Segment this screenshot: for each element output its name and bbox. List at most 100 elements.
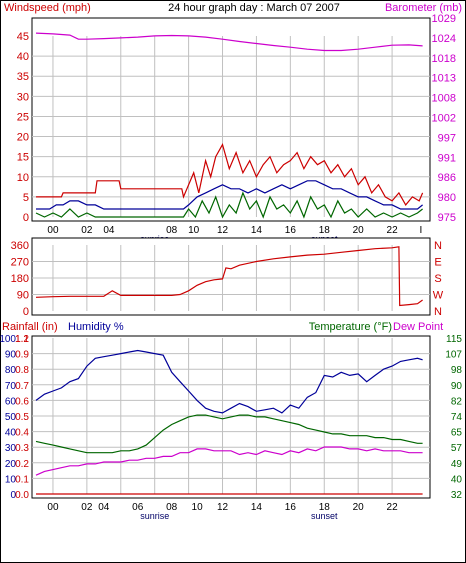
x-tick-label: 14 [251,225,263,236]
humidity-axis-label: Humidity % [68,321,124,333]
baro-tick-label: 986 [438,172,456,184]
humidity-tick-label: 90 [5,350,17,361]
rain-tick-label: 0.6 [15,396,29,407]
wind-tick-label: 30 [17,91,29,103]
dewpoint-line [35,446,423,476]
temp-tick-label: 82 [451,396,463,407]
baro-tick-label: 1018 [432,53,456,65]
x-tick-label: 06 [132,502,144,513]
temp-tick-label: 32 [451,490,463,501]
rain-tick-label: 1.2 [15,334,29,345]
x-tick-label: 10 [192,502,204,513]
humidity-tick-label: 100 [0,334,16,345]
rain-tick-label: 0.0 [15,490,29,501]
panel-1: 0510152025303540459759809869919971002100… [17,13,456,244]
barometer-line [35,32,423,52]
sunset-label: sunset [311,511,338,521]
dewpoint-axis-label: Dew Point [393,321,443,333]
compass-label: E [434,257,441,269]
compass-label: N [434,306,442,318]
direction-tick-label: 0 [23,306,29,318]
temp-tick-label: 40 [451,474,463,485]
temp-tick-label: 98 [451,365,463,376]
sunrise-label: sunrise [140,511,169,521]
wind-tick-label: 35 [17,71,29,83]
rain-tick-label: 0.5 [15,412,29,423]
temperature-axis-label: Temperature (°F) [309,321,392,333]
humidity-tick-label: 70 [5,381,17,392]
baro-tick-label: 997 [438,132,456,144]
x-tick-label: 00 [47,502,59,513]
compass-label: W [433,290,444,302]
x-tick-label: 18 [319,502,331,513]
wind-tick-label: 20 [17,132,29,144]
baro-tick-label: 991 [438,152,456,164]
humidity-tick-label: 50 [5,412,17,423]
x-tick-label: 20 [353,225,365,236]
chart-title: 24 hour graph day : March 07 2007 [168,2,340,14]
average-line [36,180,423,210]
direction-tick-label: 270 [11,257,29,269]
x-tick-label: 20 [353,502,365,513]
baro-tick-label: 1029 [432,13,456,25]
wind-tick-label: 40 [17,51,29,63]
windspeed-axis-label: Windspeed (mph) [4,2,91,14]
temp-tick-label: 74 [451,412,463,423]
rainfall-axis-label: Rainfall (in) [2,321,58,333]
x-tick-label: 02 [81,225,93,236]
baro-tick-label: 1008 [432,93,456,105]
x-tick-label: 02 [81,502,93,513]
baro-tick-label: 1002 [432,113,456,125]
temp-tick-label: 115 [446,334,462,345]
direction-line [35,246,423,307]
x-tick-label: 12 [217,225,229,236]
temp-tick-label: 65 [451,428,463,439]
rain-tick-label: 0.7 [15,381,29,392]
compass-label: N [434,240,442,252]
wind_low-line [35,191,423,219]
baro-tick-label: 980 [438,192,456,204]
temp-tick-label: 90 [451,381,463,392]
x-tick-label: 08 [166,502,178,513]
direction-tick-label: 90 [17,290,29,302]
baro-tick-label: 975 [438,212,456,224]
temperature-line [35,414,423,454]
panel-1-frame [31,17,431,222]
humidity-tick-label: 30 [5,443,17,454]
wind-tick-label: 45 [17,31,29,43]
temp-tick-label: 57 [451,443,463,454]
baro-tick-label: 1013 [432,73,456,85]
direction-tick-label: 180 [11,273,29,285]
x-tick-label: 04 [103,225,115,236]
wind-tick-label: 10 [17,172,29,184]
rain-tick-label: 0.9 [15,350,29,361]
humidity-tick-label: 20 [5,459,17,470]
temp-tick-label: 49 [451,459,463,470]
rain-tick-label: 0.3 [15,443,29,454]
rain-tick-label: 0.2 [15,459,29,470]
humidity-tick-label: 40 [5,428,17,439]
rain-tick-label: 0.1 [15,474,29,485]
humidity-tick-label: 10 [5,474,17,485]
rain-tick-label: 0.8 [15,365,29,376]
wind-tick-label: 25 [17,111,29,123]
humidity-tick-label: 80 [5,365,17,376]
temp-tick-label: 107 [445,350,462,361]
wind-tick-label: 0 [23,212,29,224]
direction-tick-label: 360 [11,240,29,252]
x-tick-label: 18 [319,225,331,236]
barometer-axis-label: Barometer (mb) [385,2,462,14]
x-tick-label: 08 [166,225,178,236]
panel-2-frame [31,237,431,316]
rain-tick-label: 1.1 [15,334,29,345]
panel-3: Rainfall (in) Humidity % Temperature (°F… [0,321,462,521]
gust-line [36,143,424,206]
wind-tick-label: 5 [23,192,29,204]
x-tick-label: 00 [47,225,59,236]
x-tick-label: 16 [285,225,297,236]
x-tick-label: 04 [98,502,110,513]
humidity-tick-label: 0 [10,490,16,501]
x-tick-label: I [420,225,423,236]
